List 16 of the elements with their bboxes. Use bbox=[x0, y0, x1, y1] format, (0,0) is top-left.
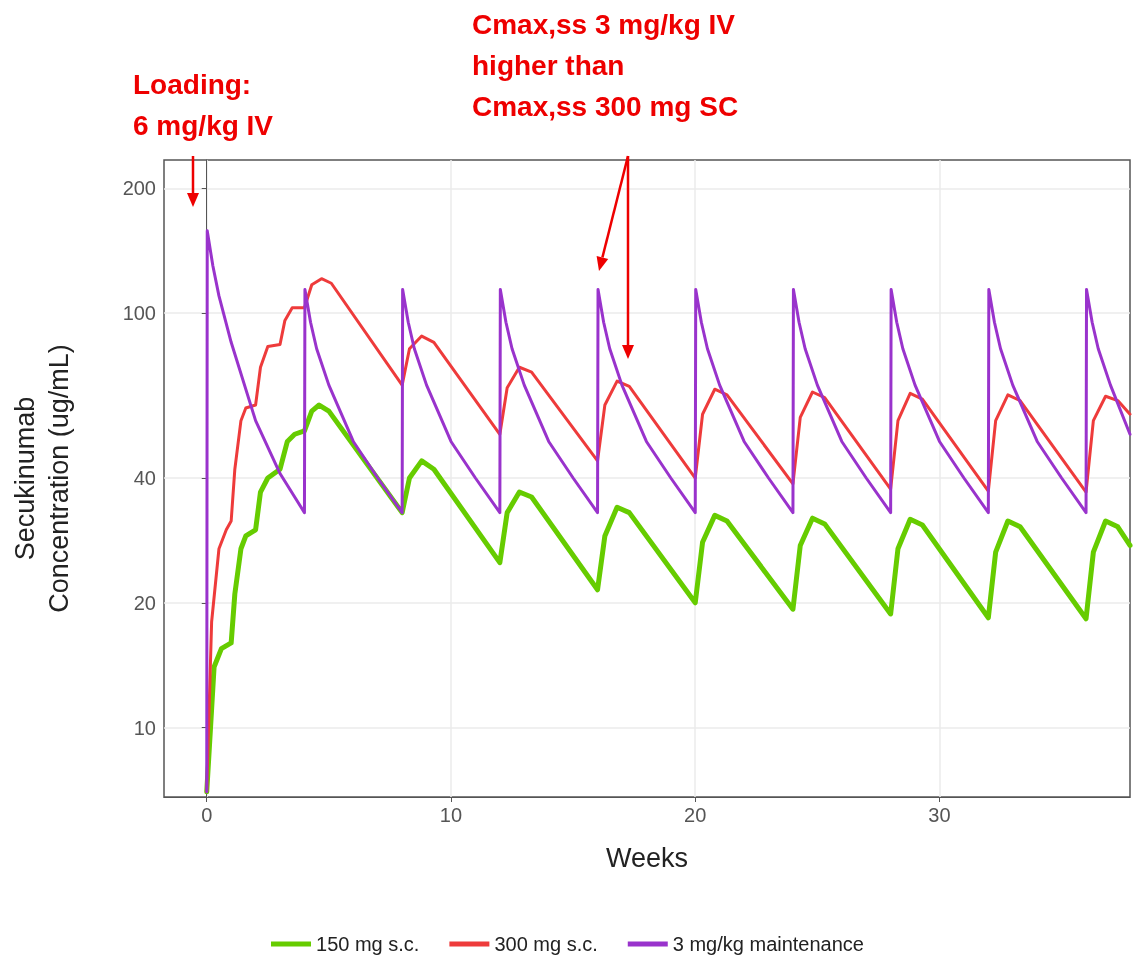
y-tick-label: 100 bbox=[122, 302, 156, 325]
legend-label: 3 mg/kg maintenance bbox=[672, 933, 864, 955]
y-tick-label: 40 bbox=[133, 467, 156, 489]
y-tick-label: 20 bbox=[133, 591, 156, 614]
y-tick-label: 200 bbox=[122, 177, 156, 200]
legend-label: 150 mg s.c. bbox=[316, 933, 420, 955]
y-tick-label: 10 bbox=[133, 716, 156, 739]
x-tick-label: 0 bbox=[201, 804, 213, 826]
text: Cmax,ss 3 mg/kg IV higher than Cmax,ss 300 mg SC bbox=[472, 8, 739, 124]
x-tick-label: 20 bbox=[684, 804, 707, 826]
x-tick-label: 10 bbox=[439, 804, 463, 826]
x-axis-title: Weeks bbox=[605, 843, 689, 873]
legend-label: 300 mg s.c. bbox=[494, 933, 598, 955]
x-tick-label: 30 bbox=[928, 804, 951, 826]
y-axis-title: Secukinumab Concentration (ug/mL) bbox=[10, 344, 74, 613]
text: Loading: 6 mg/kg IV bbox=[133, 68, 274, 143]
